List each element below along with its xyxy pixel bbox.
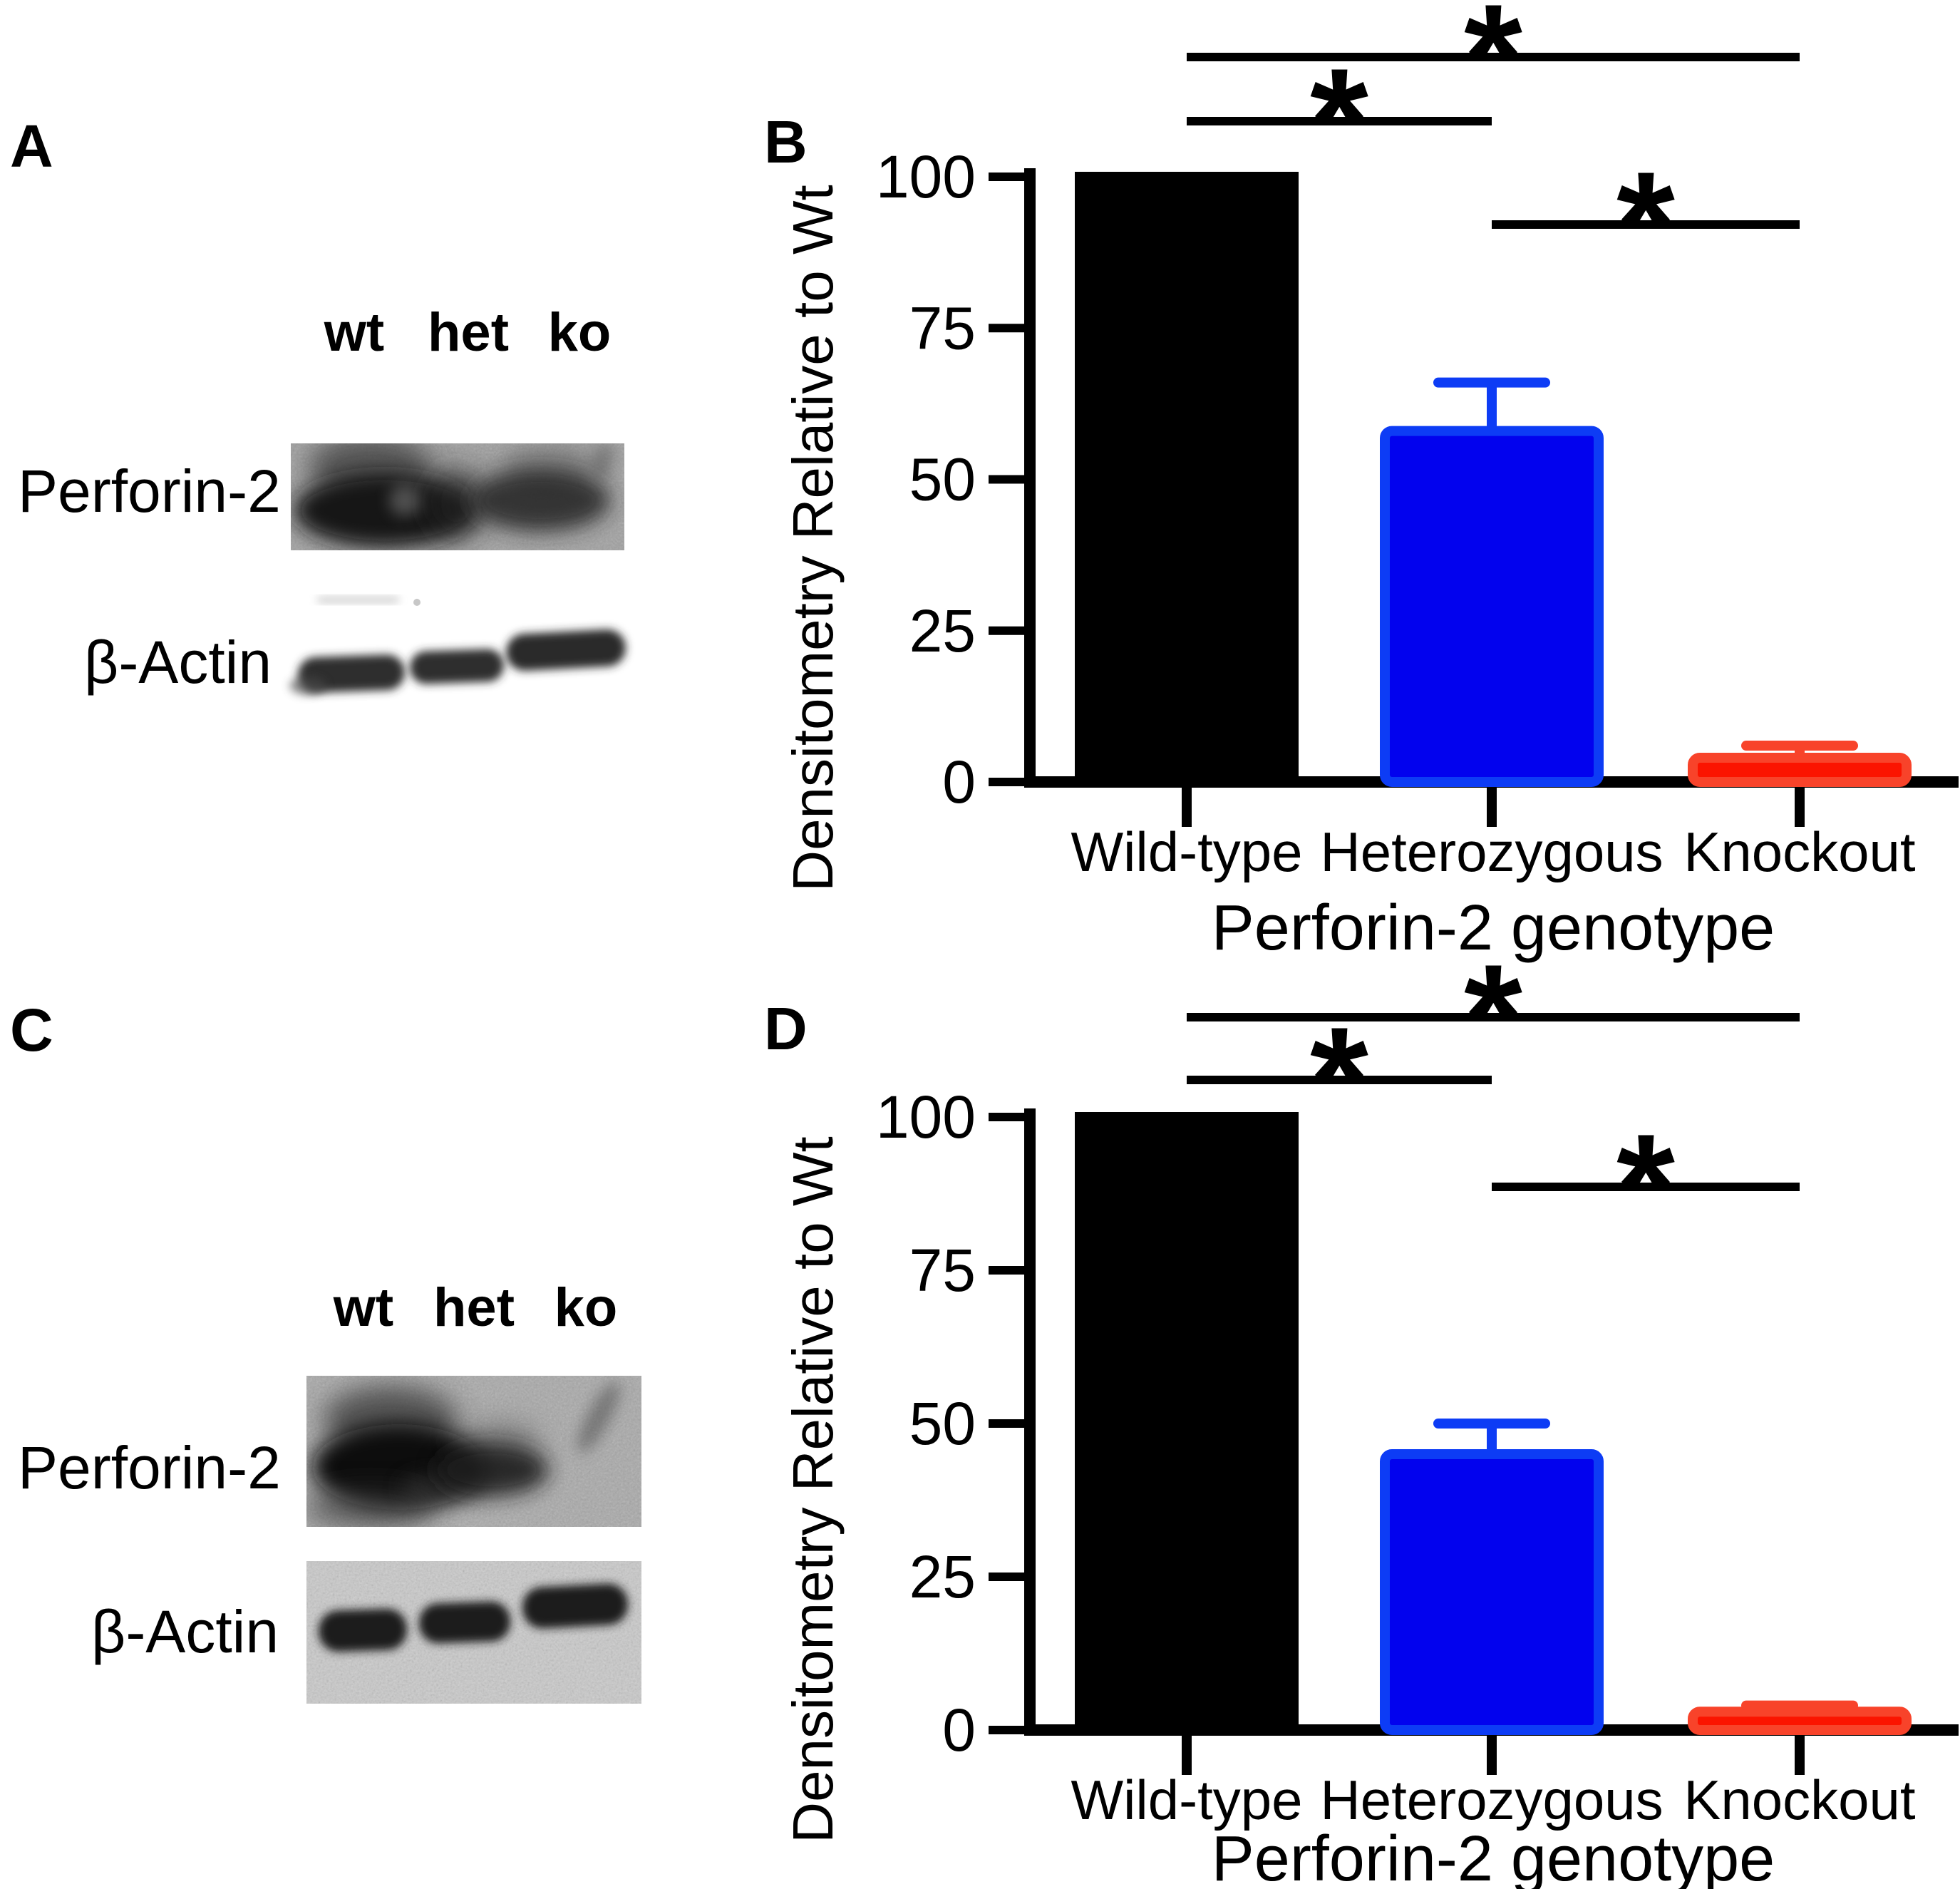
panel-c-actin-blot — [306, 1561, 641, 1704]
significance-asterisk: * — [1616, 1103, 1675, 1270]
band-ko-faint — [577, 1381, 620, 1453]
x-category-label: Knockout — [1683, 820, 1916, 883]
y-tick-label: 50 — [909, 446, 976, 513]
y-tick-label: 0 — [942, 748, 976, 815]
panel-a-letter: A — [10, 113, 53, 180]
bar-knockout — [1688, 1707, 1912, 1735]
x-category-label: Heterozygous — [1320, 1769, 1663, 1831]
panel-c-lane-ko: ko — [555, 1277, 618, 1338]
chart-b-y-axis-title: Densitometry Relative to Wt — [781, 185, 845, 891]
chart-d-x-axis-title: Perforin-2 genotype — [1212, 1823, 1775, 1889]
chart-d-y-axis-title: Densitometry Relative to Wt — [781, 1136, 845, 1843]
panel-c-row2-label: β-Actin — [91, 1598, 279, 1665]
panel-a-speckles — [317, 597, 421, 606]
y-tick-label: 75 — [909, 1237, 976, 1304]
panel-c-lane-het: het — [433, 1277, 515, 1338]
panel-a-lane-ko: ko — [548, 302, 612, 363]
band-het — [470, 469, 610, 532]
significance-asterisk: * — [1310, 37, 1368, 205]
y-tick-label: 100 — [876, 143, 976, 210]
panel-b-letter: B — [764, 108, 808, 175]
y-tick-label: 0 — [942, 1697, 976, 1764]
y-tick-label: 100 — [876, 1084, 976, 1151]
panel-c-lane-wt: wt — [333, 1277, 393, 1338]
panel-c-letter: C — [10, 997, 53, 1064]
x-category-label: Heterozygous — [1320, 820, 1663, 883]
x-category-label: Knockout — [1683, 1769, 1916, 1831]
panel-c: C wt het ko Perforin-2 β-Actin — [10, 997, 641, 1704]
panel-a-row2-label: β-Actin — [84, 629, 272, 696]
chart-d-plot: 0 25 50 75 100 Wild-type Heterozygous Knockout *… — [876, 933, 1959, 1831]
significance-asterisk: * — [1464, 933, 1522, 1101]
panel-a-lane-wt: wt — [324, 302, 384, 363]
bar-heterozygous — [1380, 1449, 1604, 1735]
y-tick-label: 75 — [909, 294, 976, 361]
band-wt-tail — [306, 1486, 436, 1527]
significance-asterisk: * — [1616, 140, 1675, 308]
x-category-label: Wild-type — [1071, 1769, 1302, 1831]
panel-c-perforin-blot — [306, 1376, 641, 1527]
bar-knockout — [1688, 753, 1912, 788]
chart-D: D Densitometry Relative to Wt Perforin-2… — [764, 933, 1959, 1889]
panel-a: A wt het ko Perforin-2 β-Actin — [10, 113, 626, 696]
actin-band-ko — [522, 1583, 628, 1629]
panel-c-row1-label: Perforin-2 — [18, 1434, 281, 1501]
panel-a-actin-bands — [289, 629, 626, 695]
chart-B: B Densitometry Relative to Wt Perforin-2… — [764, 0, 1959, 964]
x-category-label: Wild-type — [1071, 820, 1302, 883]
bar-wild-type — [1075, 172, 1299, 787]
panel-a-row1-label: Perforin-2 — [18, 458, 281, 525]
chart-b-x-axis-title: Perforin-2 genotype — [1212, 892, 1775, 964]
bar-heterozygous — [1380, 426, 1604, 788]
y-tick-label: 25 — [909, 1543, 976, 1610]
panel-a-lane-het: het — [428, 302, 509, 363]
actin-band-het — [418, 1601, 511, 1644]
y-tick-label: 25 — [909, 597, 976, 664]
band-ko-faint — [591, 443, 614, 481]
panel-a-perforin-blot — [291, 443, 624, 550]
panel-d-letter: D — [764, 995, 808, 1062]
band-bridge — [426, 465, 486, 540]
band-wt-hole — [389, 485, 421, 516]
chart-b-plot: 0 25 50 75 100 Wild-type Heterozygous Knockout *… — [876, 0, 1959, 883]
y-tick-label: 50 — [909, 1390, 976, 1457]
band-het — [435, 1443, 549, 1496]
bar-wild-type — [1075, 1112, 1299, 1735]
actin-band-wt — [318, 1608, 408, 1652]
significance-asterisk: * — [1310, 996, 1368, 1163]
